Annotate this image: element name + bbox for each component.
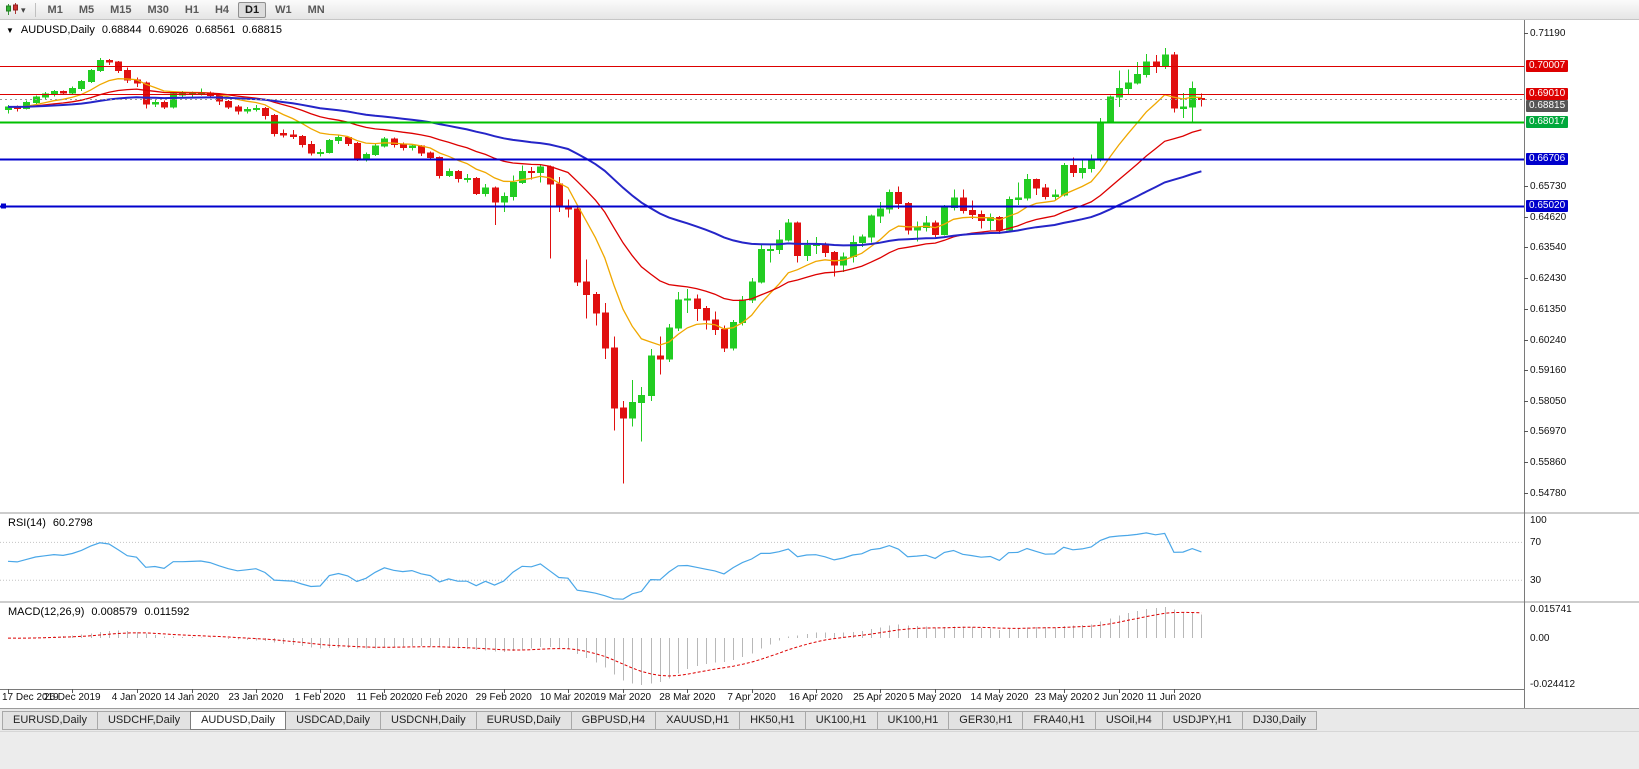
candlestick-layer (5, 48, 1205, 484)
rsi-label: RSI(14) 60.2798 (8, 517, 93, 529)
chart-tab-eurusd-daily[interactable]: EURUSD,Daily (2, 710, 98, 730)
chart-tab-dj30-daily[interactable]: DJ30,Daily (1241, 710, 1317, 730)
chart-tab-uk100-h1[interactable]: UK100,H1 (876, 710, 950, 730)
timeframe-button-m5[interactable]: M5 (78, 3, 95, 16)
chart-tab-fra40-h1[interactable]: FRA40,H1 (1022, 710, 1096, 730)
timeframe-button-m1[interactable]: M1 (47, 3, 63, 16)
timeframe-button-mn[interactable]: MN (307, 3, 325, 16)
timeframe-button-h4[interactable]: H4 (214, 3, 230, 16)
ohlc-close: 0.68815 (242, 24, 282, 36)
macd-main-value: 0.008579 (91, 606, 138, 618)
toolbar-separator (34, 2, 36, 17)
chart-tab-uk100-h1[interactable]: UK100,H1 (804, 710, 878, 730)
status-bar (0, 731, 1639, 769)
rsi-name: RSI(14) (8, 517, 46, 529)
chart-tab-ger30-h1[interactable]: GER30,H1 (948, 710, 1024, 730)
ohlc-high: 0.69026 (148, 24, 189, 36)
timeframe-button-d1[interactable]: D1 (238, 1, 267, 18)
candlestick-chart-icon (6, 3, 18, 15)
chart-tab-usoil-h4[interactable]: USOil,H4 (1094, 710, 1163, 730)
macd-label: MACD(12,26,9) 0.008579 0.011592 (8, 606, 189, 618)
chart-tab-usdjpy-h1[interactable]: USDJPY,H1 (1161, 710, 1243, 730)
macd-signal-value: 0.011592 (144, 606, 190, 618)
ohlc-open: 0.68844 (101, 24, 142, 36)
ma-55-line (8, 96, 1202, 247)
ohlc-low: 0.68561 (195, 24, 236, 36)
one-click-trading-icon[interactable]: ▼ (6, 25, 14, 35)
chart-tab-xauusd-h1[interactable]: XAUUSD,H1 (655, 710, 741, 730)
chart-title: ▼ AUDUSD,Daily 0.68844 0.69026 0.68561 0… (6, 24, 282, 36)
chart-tab-usdcnh-daily[interactable]: USDCNH,Daily (380, 710, 477, 730)
timeframe-button-m15[interactable]: M15 (110, 3, 132, 16)
chart-symbol-period: AUDUSD,Daily (20, 24, 95, 36)
chart-tab-gbpusd-h4[interactable]: GBPUSD,H4 (570, 710, 657, 730)
chart-tabs-bar: EURUSD,Daily USDCHF,Daily AUDUSD,Daily USDC… (0, 708, 1639, 731)
timeframe-button-m30[interactable]: M30 (147, 3, 169, 16)
chart-tab-audusd-daily[interactable]: AUDUSD,Daily (190, 710, 287, 730)
timeframe-button-w1[interactable]: W1 (275, 3, 292, 16)
timeframe-toolbar: M1 M5 M15 M30 H1 H4 D1 W1 MN (40, 1, 333, 18)
rsi-value: 60.2798 (52, 517, 93, 529)
chart-tab-usdcad-daily[interactable]: USDCAD,Daily (285, 710, 382, 730)
ma-24-line (7, 88, 1202, 302)
top-toolbar: ▾ M1 M5 M15 M30 H1 H4 D1 W1 MN (0, 0, 1639, 20)
timeframe-button-h1[interactable]: H1 (184, 3, 199, 16)
chevron-down-icon: ▾ (21, 4, 26, 15)
price-chart-canvas[interactable] (0, 20, 1639, 708)
macd-histogram (17, 606, 1202, 686)
line-anchor-marker (1, 203, 6, 209)
chart-tab-hk50-h1[interactable]: HK50,H1 (739, 710, 806, 730)
chart-tab-usdchf-daily[interactable]: USDCHF,Daily (96, 710, 192, 730)
rsi-line (7, 532, 1202, 600)
chart-tab-eurusd-daily[interactable]: EURUSD,Daily (475, 710, 572, 730)
chart-type-button[interactable]: ▾ (0, 1, 31, 19)
macd-name: MACD(12,26,9) (8, 606, 85, 618)
